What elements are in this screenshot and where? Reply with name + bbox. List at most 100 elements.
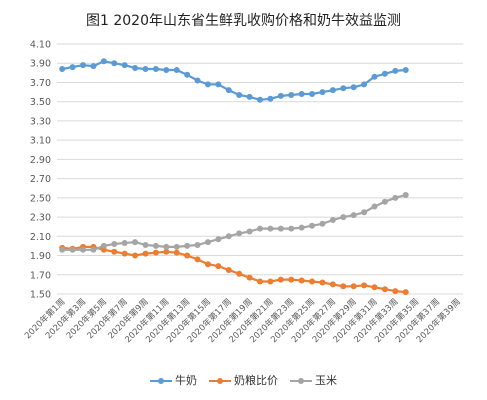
data-point bbox=[236, 270, 243, 277]
data-point bbox=[215, 263, 222, 270]
data-point bbox=[100, 58, 107, 65]
data-point bbox=[204, 81, 211, 88]
y-tick-label: 4.10 bbox=[30, 40, 51, 51]
data-point bbox=[215, 236, 222, 243]
data-point bbox=[309, 222, 316, 229]
y-tick-label: 3.90 bbox=[30, 59, 51, 70]
y-tick-label: 1.50 bbox=[30, 290, 51, 301]
y-tick-label: 2.50 bbox=[30, 193, 51, 204]
chart-title: 图1 2020年山东省生鲜乳收购价格和奶牛效益监测 bbox=[86, 13, 401, 29]
data-point bbox=[257, 225, 263, 232]
data-point bbox=[246, 93, 253, 100]
data-point bbox=[340, 283, 347, 290]
data-point bbox=[152, 242, 159, 249]
data-point bbox=[111, 248, 118, 255]
data-point bbox=[329, 216, 336, 223]
data-point bbox=[132, 239, 139, 246]
data-point bbox=[257, 96, 263, 103]
series-line-0 bbox=[62, 60, 406, 101]
data-point bbox=[173, 66, 180, 73]
data-point bbox=[309, 91, 316, 97]
data-point bbox=[381, 70, 388, 77]
data-point bbox=[371, 284, 378, 291]
data-point bbox=[298, 277, 305, 284]
y-tick-label: 3.10 bbox=[30, 136, 51, 147]
y-tick-label: 2.30 bbox=[30, 213, 51, 224]
data-point bbox=[111, 241, 118, 247]
data-point bbox=[152, 249, 159, 256]
legend-item: 玉米 bbox=[290, 372, 337, 388]
data-point bbox=[184, 252, 191, 259]
data-point bbox=[381, 286, 388, 293]
data-point bbox=[402, 66, 409, 73]
data-point bbox=[142, 241, 149, 248]
data-point bbox=[361, 209, 368, 216]
data-point bbox=[288, 225, 295, 232]
data-point bbox=[257, 278, 263, 285]
data-point bbox=[277, 92, 284, 99]
legend-swatch bbox=[150, 376, 172, 386]
legend-swatch bbox=[290, 376, 312, 386]
data-point bbox=[80, 246, 87, 253]
legend: 牛奶 奶粮比价 玉米 bbox=[0, 372, 487, 388]
data-point bbox=[246, 274, 253, 281]
data-point bbox=[402, 191, 409, 198]
data-point bbox=[204, 239, 211, 246]
data-point bbox=[392, 288, 399, 295]
data-point bbox=[152, 66, 159, 72]
y-tick-label: 2.90 bbox=[30, 155, 51, 166]
data-point bbox=[121, 62, 128, 69]
data-point bbox=[340, 214, 347, 221]
data-point bbox=[69, 246, 76, 253]
data-point bbox=[236, 91, 243, 98]
data-point bbox=[319, 220, 326, 227]
data-point bbox=[142, 250, 149, 257]
data-point bbox=[381, 198, 388, 205]
data-point bbox=[350, 212, 357, 219]
data-point bbox=[329, 281, 336, 288]
data-point bbox=[277, 276, 284, 283]
data-point bbox=[225, 87, 232, 94]
data-point bbox=[350, 84, 357, 91]
data-point bbox=[309, 278, 316, 285]
data-point bbox=[100, 242, 107, 249]
data-point bbox=[111, 60, 118, 67]
data-point bbox=[392, 67, 399, 74]
data-point bbox=[184, 242, 191, 249]
data-point bbox=[194, 241, 201, 248]
legend-item: 牛奶 bbox=[150, 372, 197, 388]
data-point bbox=[225, 233, 232, 240]
data-point bbox=[392, 194, 399, 201]
legend-label: 牛奶 bbox=[175, 374, 197, 387]
y-tick-label: 1.90 bbox=[30, 251, 51, 262]
y-tick-label: 2.10 bbox=[30, 232, 51, 243]
data-point bbox=[371, 73, 378, 80]
data-point bbox=[267, 278, 274, 285]
data-point bbox=[121, 240, 128, 247]
data-point bbox=[132, 65, 139, 72]
data-point bbox=[361, 282, 368, 289]
data-point bbox=[371, 203, 378, 210]
legend-label: 玉米 bbox=[315, 374, 337, 387]
series-line-2 bbox=[62, 193, 406, 251]
data-point bbox=[173, 243, 180, 250]
data-point bbox=[288, 276, 295, 283]
data-point bbox=[80, 62, 87, 69]
data-point bbox=[142, 66, 149, 72]
data-point bbox=[288, 91, 295, 98]
data-point bbox=[163, 243, 170, 250]
data-point bbox=[298, 224, 305, 231]
data-point bbox=[90, 63, 97, 70]
data-point bbox=[59, 246, 66, 253]
data-point bbox=[340, 85, 347, 92]
data-point bbox=[194, 77, 201, 84]
data-point bbox=[173, 249, 180, 256]
data-point bbox=[350, 283, 357, 290]
y-tick-label: 2.70 bbox=[30, 174, 51, 185]
data-point bbox=[204, 261, 211, 268]
data-point bbox=[184, 71, 191, 78]
data-point bbox=[69, 64, 76, 71]
data-point bbox=[59, 66, 66, 72]
data-point bbox=[267, 95, 274, 102]
data-point bbox=[319, 89, 326, 96]
